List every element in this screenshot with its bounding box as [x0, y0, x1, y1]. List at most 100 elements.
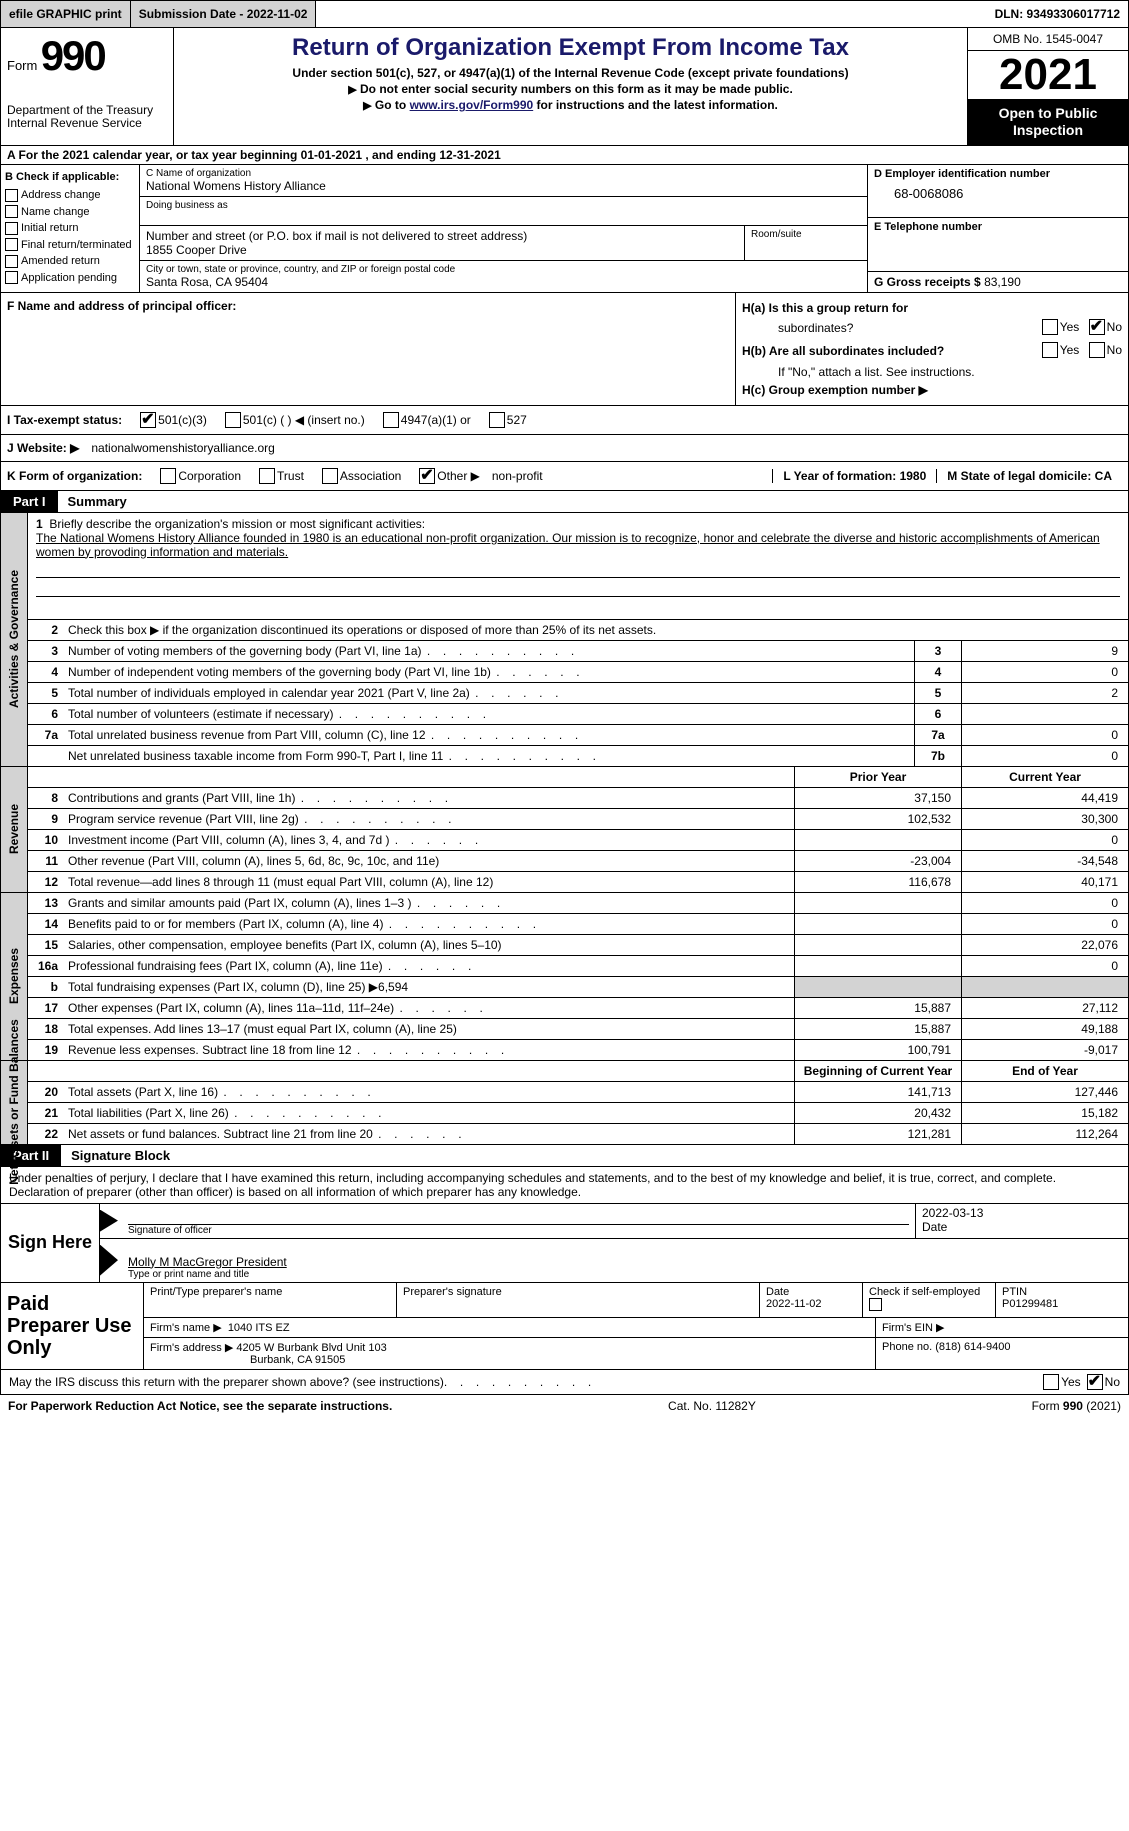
chk-corp[interactable]: Corporation	[160, 468, 241, 484]
chk-initial-return[interactable]: Initial return	[5, 220, 135, 237]
form-number: 990	[41, 32, 105, 79]
ein-value: 68-0068086	[874, 180, 1122, 201]
chk-trust[interactable]: Trust	[259, 468, 304, 484]
chk-address-change[interactable]: Address change	[5, 187, 135, 204]
line4-val: 0	[962, 661, 1129, 682]
ha-yes[interactable]: Yes	[1042, 319, 1080, 335]
chk-amended-return[interactable]: Amended return	[5, 253, 135, 270]
paperwork-notice: For Paperwork Reduction Act Notice, see …	[8, 1399, 392, 1413]
hb-no[interactable]: No	[1089, 342, 1122, 358]
ein-cell: D Employer identification number 68-0068…	[868, 165, 1128, 219]
vtab-revenue: Revenue	[1, 767, 28, 892]
chk-name-change[interactable]: Name change	[5, 204, 135, 221]
telephone-cell: E Telephone number	[868, 218, 1128, 272]
part-i-title: Summary	[58, 491, 137, 512]
firm-phone: Phone no. (818) 614-9400	[876, 1338, 1128, 1369]
page-footer: For Paperwork Reduction Act Notice, see …	[0, 1395, 1129, 1417]
top-toolbar: efile GRAPHIC print Submission Date - 20…	[0, 0, 1129, 28]
line7b-val: 0	[962, 745, 1129, 766]
section-k: K Form of organization: Corporation Trus…	[0, 462, 1129, 491]
hb-yes[interactable]: Yes	[1042, 342, 1080, 358]
sign-arrow-icon	[100, 1210, 118, 1232]
line6-val	[962, 703, 1129, 724]
preparer-date: Date2022-11-02	[760, 1283, 863, 1317]
firm-ein: Firm's EIN ▶	[876, 1318, 1128, 1337]
part-ii-header: Part II Signature Block	[0, 1145, 1129, 1167]
mission-section: 1 Briefly describe the organization's mi…	[28, 513, 1128, 620]
state-domicile: M State of legal domicile: CA	[936, 469, 1122, 483]
room-suite-label: Room/suite	[745, 226, 867, 260]
section-c: C Name of organization National Womens H…	[140, 165, 867, 292]
chk-application-pending[interactable]: Application pending	[5, 270, 135, 287]
subtitle-1: Under section 501(c), 527, or 4947(a)(1)…	[180, 66, 961, 80]
section-b: B Check if applicable: Address change Na…	[1, 165, 140, 292]
officer-signature[interactable]: Signature of officer	[122, 1204, 915, 1238]
org-name: National Womens History Alliance	[146, 179, 861, 193]
irs-link[interactable]: www.irs.gov/Form990	[410, 98, 534, 112]
chk-527[interactable]: 527	[489, 412, 527, 428]
preparer-left-label: Paid Preparer Use Only	[1, 1283, 144, 1369]
topbar-spacer	[316, 1, 986, 27]
subtitle-3: ▶ Go to www.irs.gov/Form990 for instruct…	[180, 98, 961, 112]
gross-receipts-cell: G Gross receipts $ 83,190	[868, 272, 1128, 292]
chk-final-return[interactable]: Final return/terminated	[5, 237, 135, 254]
section-i: I Tax-exempt status: 501(c)(3) 501(c) ( …	[0, 406, 1129, 435]
officer-name: Molly M MacGregor President Type or prin…	[122, 1239, 1128, 1282]
efile-print-button[interactable]: efile GRAPHIC print	[1, 1, 131, 27]
activities-governance-block: Activities & Governance 1 Briefly descri…	[0, 513, 1129, 767]
expenses-table: 13Grants and similar amounts paid (Part …	[28, 893, 1128, 1060]
sign-here-block: Sign Here Signature of officer 2022-03-1…	[0, 1204, 1129, 1283]
form-word: Form	[7, 58, 37, 73]
submission-date-button[interactable]: Submission Date - 2022-11-02	[131, 1, 317, 27]
revenue-block: Revenue Prior YearCurrent Year 8Contribu…	[0, 767, 1129, 893]
preparer-self-employed[interactable]: Check if self-employed	[863, 1283, 996, 1317]
form-title: Return of Organization Exempt From Incom…	[180, 34, 961, 62]
line7a-val: 0	[962, 724, 1129, 745]
vtab-activities: Activities & Governance	[1, 513, 28, 766]
governance-table: 2Check this box ▶ if the organization di…	[28, 620, 1128, 766]
sign-date: 2022-03-13 Date	[915, 1204, 1128, 1238]
hb-note: If "No," attach a list. See instructions…	[742, 365, 1122, 379]
section-j: J Website: ▶ nationalwomenshistoryallian…	[0, 435, 1129, 462]
website-value: nationalwomenshistoryalliance.org	[91, 441, 274, 455]
discuss-no[interactable]: No	[1087, 1374, 1120, 1390]
net-assets-block: Net Assets or Fund Balances Beginning of…	[0, 1061, 1129, 1145]
form-header: Form 990 Department of the Treasury Inte…	[0, 28, 1129, 146]
section-fh: F Name and address of principal officer:…	[0, 293, 1129, 406]
header-left: Form 990 Department of the Treasury Inte…	[1, 28, 174, 145]
street-address: 1855 Cooper Drive	[146, 243, 738, 257]
ha-no[interactable]: No	[1089, 319, 1122, 335]
chk-501c3[interactable]: 501(c)(3)	[140, 412, 207, 428]
discuss-row: May the IRS discuss this return with the…	[0, 1370, 1129, 1395]
expenses-block: Expenses 13Grants and similar amounts pa…	[0, 893, 1129, 1061]
firm-name: Firm's name ▶ 1040 ITS EZ	[144, 1318, 876, 1337]
net-assets-table: Beginning of Current YearEnd of Year 20T…	[28, 1061, 1128, 1144]
mission-text: The National Womens History Alliance fou…	[36, 531, 1100, 559]
other-value: non-profit	[492, 469, 543, 483]
header-center: Return of Organization Exempt From Incom…	[174, 28, 967, 145]
section-bcd: B Check if applicable: Address change Na…	[0, 165, 1129, 293]
preparer-block: Paid Preparer Use Only Print/Type prepar…	[0, 1283, 1129, 1370]
sign-here-label: Sign Here	[1, 1204, 100, 1282]
line5-val: 2	[962, 682, 1129, 703]
chk-other[interactable]: Other ▶	[419, 468, 480, 484]
preparer-sig-col: Preparer's signature	[397, 1283, 760, 1317]
chk-501c[interactable]: 501(c) ( ) ◀ (insert no.)	[225, 412, 365, 428]
preparer-ptin: PTINP01299481	[996, 1283, 1128, 1317]
omb-number: OMB No. 1545-0047	[968, 28, 1128, 51]
part-ii-title: Signature Block	[61, 1145, 180, 1166]
tax-year: 2021	[968, 51, 1128, 99]
section-d: D Employer identification number 68-0068…	[867, 165, 1128, 292]
section-b-label: B Check if applicable:	[5, 169, 135, 186]
address-row: Number and street (or P.O. box if mail i…	[140, 226, 867, 261]
cat-number: Cat. No. 11282Y	[668, 1399, 756, 1413]
subtitle-2: ▶ Do not enter social security numbers o…	[180, 82, 961, 96]
firm-address: Firm's address ▶ 4205 W Burbank Blvd Uni…	[144, 1338, 876, 1369]
chk-4947[interactable]: 4947(a)(1) or	[383, 412, 471, 428]
section-f: F Name and address of principal officer:	[1, 293, 736, 405]
form-ref: Form 990 (2021)	[1032, 1399, 1121, 1413]
part-i-header: Part I Summary	[0, 491, 1129, 513]
discuss-yes[interactable]: Yes	[1043, 1374, 1081, 1390]
chk-assoc[interactable]: Association	[322, 468, 401, 484]
revenue-table: Prior YearCurrent Year 8Contributions an…	[28, 767, 1128, 892]
